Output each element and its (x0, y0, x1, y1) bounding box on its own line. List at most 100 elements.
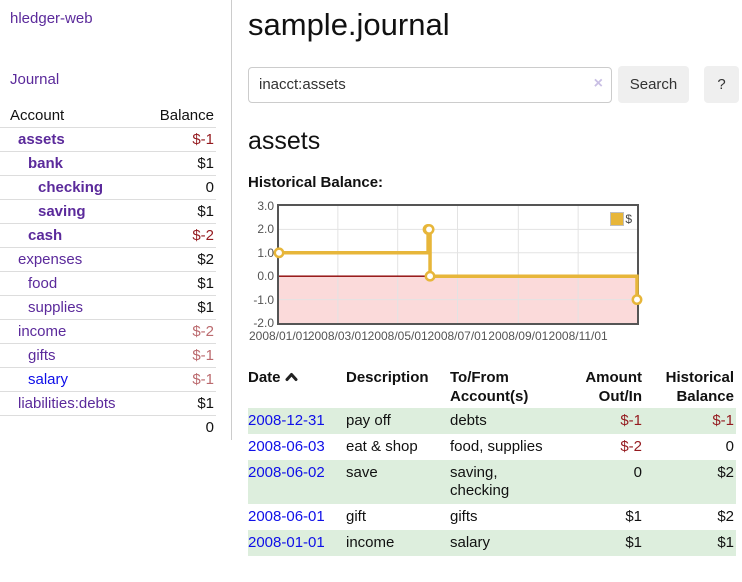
search-input[interactable] (248, 66, 612, 103)
register-header-balance[interactable]: Historical Balance (665, 369, 734, 405)
transaction-balance: $1 (644, 530, 736, 556)
transaction-date-link[interactable]: 2008-01-01 (248, 534, 325, 551)
x-tick-label: 2008/03/01 (307, 329, 368, 343)
account-link[interactable]: assets (18, 131, 65, 148)
chart-title: Historical Balance: (248, 174, 384, 191)
transaction-accounts: debts (450, 408, 560, 434)
account-row: income $-2 (0, 319, 216, 344)
account-link[interactable]: cash (28, 227, 63, 244)
transaction-accounts: food, supplies (450, 438, 543, 455)
transaction-amount: $1 (625, 508, 642, 525)
register-header-amount[interactable]: Amount Out/In (585, 369, 642, 405)
help-button[interactable]: ? (704, 66, 739, 103)
transaction-amount: $-1 (560, 408, 644, 434)
sidebar-item-journal[interactable]: Journal (10, 71, 60, 88)
account-row: saving $1 (0, 199, 216, 224)
account-link[interactable]: bank (28, 155, 64, 172)
transaction-accounts: salary (450, 530, 560, 556)
register-table: Date Description To/From Account(s) Amou… (248, 366, 736, 556)
x-tick-label: 2008/05/01 (367, 329, 428, 343)
register-header-description[interactable]: Description (346, 369, 429, 386)
transaction-accounts: saving, checking (450, 460, 560, 504)
account-link[interactable]: checking (38, 179, 104, 196)
account-balance: $-2 (144, 223, 216, 248)
transaction-balance: $2 (717, 508, 734, 525)
search-button[interactable]: Search (618, 66, 689, 103)
transaction-description: income (346, 530, 450, 556)
account-link[interactable]: liabilities:debts (18, 395, 116, 412)
account-link[interactable]: income (18, 323, 67, 340)
account-row: checking 0 (0, 175, 216, 200)
account-balance: $-2 (144, 319, 216, 344)
account-row: assets $-1 (0, 127, 216, 152)
transaction-date-link[interactable]: 2008-06-01 (248, 508, 325, 525)
y-tick-label: 2.0 (257, 222, 274, 237)
transaction-row: 2008-06-03 eat & shop food, supplies $-2 0 (248, 434, 736, 460)
transaction-row: 2008-06-01 gift gifts $1 $2 (248, 504, 736, 530)
sort-ascending-icon (285, 368, 298, 387)
main-content: sample.journal × Search ? assets Histori… (248, 0, 742, 556)
transaction-date-link[interactable]: 2008-06-03 (248, 438, 325, 455)
transaction-amount: 0 (560, 460, 644, 504)
accounts-header-balance: Balance (144, 104, 216, 128)
account-link[interactable]: saving (38, 203, 86, 220)
account-balance: $1 (144, 391, 216, 416)
chart-line-svg (273, 206, 643, 323)
y-tick-label: 0.0 (257, 269, 274, 284)
account-balance: $-1 (144, 367, 216, 392)
clear-search-icon[interactable]: × (593, 74, 603, 92)
account-row: cash $-2 (0, 223, 216, 248)
register-header-date[interactable]: Date (248, 366, 346, 408)
x-tick-label: 2008/01/01 (248, 329, 310, 343)
account-balance: $-1 (144, 343, 216, 368)
transaction-amount: $1 (560, 530, 644, 556)
account-balance: $1 (144, 271, 216, 296)
account-heading: assets (248, 127, 321, 155)
account-link[interactable]: food (28, 275, 58, 292)
transaction-amount: $-2 (620, 438, 642, 455)
account-link[interactable]: salary (28, 371, 69, 388)
page-title: sample.journal (248, 7, 450, 42)
y-tick-label: 3.0 (257, 199, 274, 213)
account-row: supplies $1 (0, 295, 216, 320)
transaction-row: 2008-12-31 pay off debts $-1 $-1 (248, 408, 736, 434)
account-balance: $2 (144, 247, 216, 272)
transaction-date-link[interactable]: 2008-12-31 (248, 412, 325, 429)
transaction-description: gift (346, 508, 367, 525)
account-row: food $1 (0, 271, 216, 296)
sidebar: hledger-web Journal Account Balance asse… (0, 0, 232, 440)
x-tick-label: 2008/07/01 (427, 329, 488, 343)
transaction-balance: $-1 (644, 408, 736, 434)
account-link[interactable]: gifts (28, 347, 56, 364)
x-tick-label: 2008/09/01 (488, 329, 549, 343)
account-row: gifts $-1 (0, 343, 216, 368)
transaction-description: pay off (346, 408, 450, 434)
transaction-row: 2008-06-02 save saving, checking 0 $2 (248, 460, 736, 504)
transaction-date-link[interactable]: 2008-06-02 (248, 464, 325, 481)
account-balance: $-1 (144, 127, 216, 152)
transaction-balance: $2 (644, 460, 736, 504)
account-balance: $1 (144, 199, 216, 224)
app-brand-link[interactable]: hledger-web (10, 10, 93, 27)
chart-legend: $ (610, 212, 632, 226)
transaction-row: 2008-01-01 income salary $1 $1 (248, 530, 736, 556)
accounts-header-account: Account (0, 104, 145, 128)
legend-label: $ (625, 212, 632, 226)
transaction-description: eat & shop (346, 438, 418, 455)
transaction-balance: 0 (725, 438, 734, 455)
account-row: liabilities:debts $1 (0, 391, 216, 416)
accounts-total-row: 0 (0, 415, 216, 439)
account-link[interactable]: expenses (18, 251, 83, 268)
account-link[interactable]: supplies (28, 299, 84, 316)
account-balance: 0 (144, 175, 216, 200)
accounts-total-value: 0 (144, 415, 216, 439)
chart-plot-area[interactable]: $ (273, 204, 643, 325)
transaction-description: save (346, 460, 450, 504)
account-balance: $1 (144, 151, 216, 176)
y-tick-label: -2.0 (253, 316, 274, 330)
y-tick-label: -1.0 (253, 292, 274, 307)
account-row: bank $1 (0, 151, 216, 176)
register-header-accounts[interactable]: To/From Account(s) (450, 369, 529, 405)
legend-swatch-icon (610, 212, 625, 226)
account-balance: $1 (144, 295, 216, 320)
